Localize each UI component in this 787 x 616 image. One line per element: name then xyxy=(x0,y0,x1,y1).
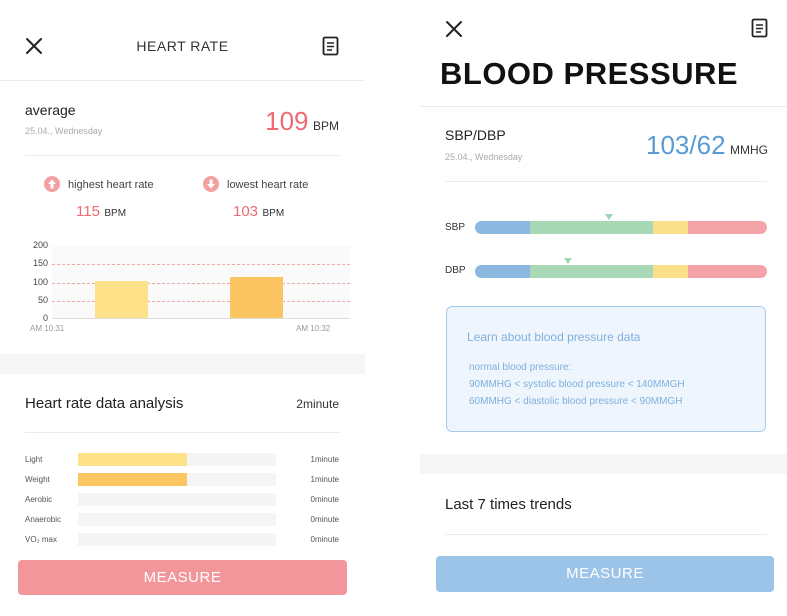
zone-label: VO₂ max xyxy=(25,535,57,544)
scale-segment xyxy=(475,221,531,234)
measure-button[interactable]: MEASURE xyxy=(436,556,774,592)
trends-label[interactable]: Last 7 times trends xyxy=(445,496,572,513)
y-tick-label: 150 xyxy=(32,258,48,269)
arrow-up-circle-icon xyxy=(44,176,60,192)
x-tick-start: AM 10:31 xyxy=(30,324,65,333)
scale-segment xyxy=(688,265,767,278)
zone-track xyxy=(78,473,276,486)
reading-unit: MMHG xyxy=(730,143,768,157)
lowest-value: 103 xyxy=(233,203,259,220)
x-axis-line xyxy=(52,318,350,319)
info-line-1: normal blood pressure: xyxy=(469,362,572,373)
heart-rate-screen: HEART RATE average 25.04., Wednesday 109… xyxy=(0,0,365,616)
scale-segment xyxy=(653,221,689,234)
lowest-label: lowest heart rate xyxy=(227,179,309,191)
zone-fill xyxy=(78,473,187,486)
average-unit: BPM xyxy=(312,119,339,133)
highest-reading: 115 BPM xyxy=(76,203,126,221)
sbp-label: SBP xyxy=(445,222,466,233)
zone-track xyxy=(78,453,276,466)
report-icon[interactable] xyxy=(751,18,768,38)
y-tick-label: 200 xyxy=(32,240,48,250)
zone-track xyxy=(78,493,276,506)
analysis-divider xyxy=(25,432,340,433)
zone-fill xyxy=(78,453,187,466)
heart-rate-chart: 200 150 100 50 0 AM 10:31 AM 10:32 xyxy=(0,238,365,338)
zone-label: Weight xyxy=(25,475,50,484)
header-divider xyxy=(420,106,787,107)
reading-value-group: 103/62 MMHG xyxy=(646,130,768,161)
average-divider xyxy=(25,155,340,156)
y-tick-label: 50 xyxy=(37,294,48,305)
scale-segment xyxy=(530,265,654,278)
blood-pressure-screen: BLOOD PRESSURE SBP/DBP 25.04., Wednesday… xyxy=(420,0,787,616)
reading-label: SBP/DBP xyxy=(445,127,506,143)
section-gap xyxy=(0,354,365,374)
reference-line xyxy=(52,300,350,302)
y-tick-label: 0 xyxy=(42,313,48,323)
chart-bar xyxy=(95,281,148,319)
zone-value: 0minute xyxy=(310,515,339,524)
zone-value: 1minute xyxy=(310,455,339,464)
dbp-label: DBP xyxy=(445,265,466,276)
y-tick-label: 100 xyxy=(32,276,48,287)
scale-segment xyxy=(653,265,689,278)
close-icon[interactable] xyxy=(445,20,463,38)
lowest-reading: 103 BPM xyxy=(233,203,284,221)
reading-date: 25.04., Wednesday xyxy=(445,152,523,162)
lowest-unit: BPM xyxy=(262,208,285,219)
info-line-2: 90MMHG < systolic blood pressure < 140MM… xyxy=(469,379,685,390)
scale-segment xyxy=(475,265,531,278)
info-card: Learn about blood pressure data normal b… xyxy=(446,306,766,432)
reading-divider xyxy=(445,181,767,182)
info-title: Learn about blood pressure data xyxy=(467,330,641,344)
section-gap xyxy=(420,454,787,474)
trends-divider xyxy=(445,534,767,535)
highest-unit: BPM xyxy=(104,208,127,219)
sbp-marker xyxy=(605,214,614,220)
average-date: 25.04., Wednesday xyxy=(25,126,103,136)
report-icon[interactable] xyxy=(322,36,339,56)
header-divider xyxy=(0,80,365,81)
chart-bar xyxy=(230,277,283,319)
highest-value: 115 xyxy=(76,203,100,220)
arrow-down-circle-icon xyxy=(203,176,219,192)
close-icon[interactable] xyxy=(25,37,43,55)
zone-value: 0minute xyxy=(310,495,339,504)
scale-segment xyxy=(688,221,767,234)
page-title: BLOOD PRESSURE xyxy=(440,56,739,91)
highest-label: highest heart rate xyxy=(68,179,154,191)
average-label: average xyxy=(25,102,76,118)
scale-segment xyxy=(530,221,654,234)
reading-value: 103/62 xyxy=(646,130,726,160)
chart-plot-area xyxy=(52,246,350,319)
dbp-marker xyxy=(564,258,573,264)
info-line-3: 60MMHG < diastolic blood pressure < 90MM… xyxy=(469,396,683,407)
sbp-scale-bar xyxy=(475,221,767,234)
average-value: 109 xyxy=(265,106,309,136)
zone-track xyxy=(78,513,276,526)
dbp-scale-bar xyxy=(475,265,767,278)
average-reading: 109 BPM xyxy=(265,106,339,137)
zone-label: Aerobic xyxy=(25,495,53,504)
zone-value: 1minute xyxy=(310,475,339,484)
analysis-total: 2minute xyxy=(296,397,339,411)
zone-track xyxy=(78,533,276,546)
x-tick-end: AM 10:32 xyxy=(296,324,331,333)
page-title: HEART RATE xyxy=(136,38,229,54)
analysis-title: Heart rate data analysis xyxy=(25,395,184,412)
zone-label: Light xyxy=(25,455,43,464)
measure-button[interactable]: MEASURE xyxy=(18,560,347,595)
zone-value: 0minute xyxy=(310,535,339,544)
reference-line xyxy=(52,264,350,266)
zone-label: Anaerobic xyxy=(25,515,62,524)
reference-line xyxy=(52,282,350,284)
